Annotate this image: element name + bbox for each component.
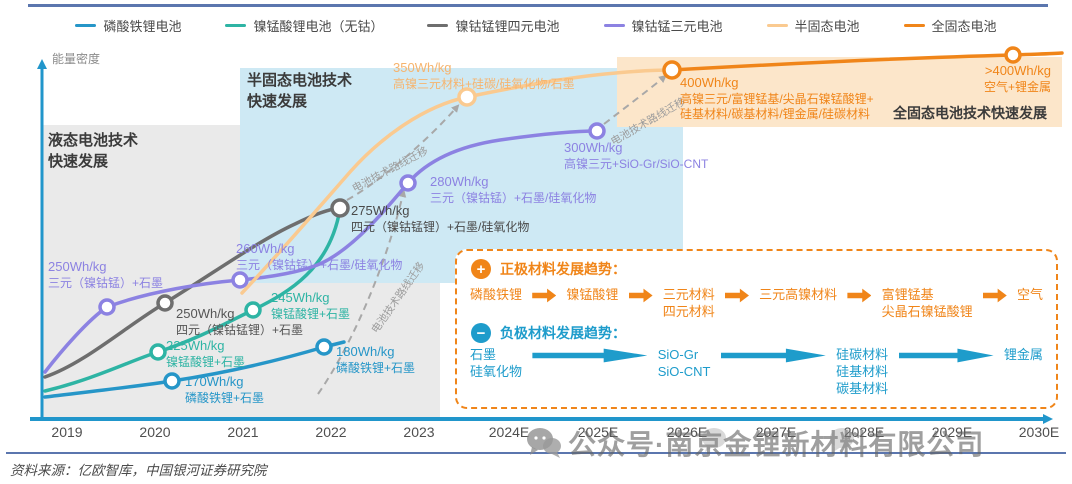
right-arrow-icon — [982, 288, 1007, 303]
point-label-lfp-170: 170Wh/kg 磷酸铁锂+石墨 — [185, 374, 265, 405]
positive-trend-flow: 磷酸铁锂 镍锰酸锂 三元材料 四元材料 三元高镍材料 富锂锰基 尖晶石镍锰酸锂 … — [470, 287, 1043, 321]
region-label-liquid: 液态电池技术 快速发展 — [48, 132, 139, 170]
right-arrow-icon — [720, 348, 826, 363]
wechat-bubble-icon — [702, 428, 726, 452]
x-tick: 2024E — [488, 424, 530, 440]
point-label-all-solid-400plus: >400Wh/kg 空气+锂金属 — [983, 63, 1051, 94]
x-tick: 2019 — [51, 424, 83, 440]
point-label-lnmo-245: 245Wh/kg 镍锰酸锂+石墨 — [271, 290, 351, 321]
wechat-icon — [527, 428, 561, 458]
x-tick: 2028E — [843, 424, 885, 440]
x-tick: 2023 — [403, 424, 435, 440]
region-label-semi-solid: 半固态电池技术 快速发展 — [247, 72, 353, 110]
watermark-text: 公众号·南京金锂新材料有限公司 — [568, 429, 985, 460]
legend-swatch — [225, 24, 247, 27]
legend-label: 镍锰酸锂电池（无钴） — [253, 19, 384, 34]
x-tick: 2030E — [1018, 424, 1060, 440]
wechat-bubble-icon — [830, 428, 854, 452]
legend-item-ternary: 镍钴锰三元电池 — [603, 16, 723, 35]
legend-swatch — [75, 24, 97, 27]
negative-trend-flow: 石墨 硅氧化物 SiO-Gr SiO-CNT 硅碳材料 硅基材料 碳基材料 锂金… — [470, 347, 1043, 398]
x-tick: 2027E — [755, 424, 797, 440]
materials-trend-box: + 正极材料发展趋势： 磷酸铁锂 镍锰酸锂 三元材料 四元材料 三元高镍材料 富… — [455, 249, 1058, 409]
minus-icon: − — [471, 323, 491, 343]
watermark: 公众号·南京金锂新材料有限公司 — [526, 423, 984, 463]
negative-trend-header: − 负极材料发展趋势： — [471, 323, 626, 343]
flow-item: 磷酸铁锂 — [470, 287, 523, 302]
plus-icon: + — [471, 259, 491, 279]
flow-item: 硅碳材料 硅基材料 碳基材料 — [836, 347, 889, 396]
x-tick: 2029E — [931, 424, 973, 440]
x-tick: 2020 — [139, 424, 171, 440]
point-label-lnmo-225: 225Wh/kg 镍锰酸锂+石墨 — [166, 338, 246, 369]
source-note: 资料来源：亿欧智库，中国银河证券研究院 — [10, 463, 267, 478]
positive-trend-title: 正极材料发展趋势： — [500, 261, 626, 277]
flow-item: 三元材料 四元材料 — [662, 287, 715, 319]
legend-item-lfp: 磷酸铁锂电池 — [75, 16, 181, 35]
right-arrow-icon — [532, 288, 557, 303]
right-arrow-icon — [847, 288, 872, 303]
flow-item: 石墨 硅氧化物 — [470, 347, 523, 379]
right-arrow-icon — [532, 348, 648, 363]
legend-label: 磷酸铁锂电池 — [103, 19, 182, 34]
flow-item: 空气 — [1016, 287, 1043, 302]
legend-item-all-solid: 全固态电池 — [903, 16, 997, 35]
right-arrow-icon — [628, 288, 653, 303]
legend-item-semi-solid: 半固态电池 — [766, 16, 860, 35]
flow-item: 富锂锰基 尖晶石镍锰酸锂 — [881, 287, 973, 319]
flow-item: 锂金属 — [1003, 347, 1043, 362]
flow-item: 三元高镍材料 — [759, 287, 838, 302]
legend-item-lnmo: 镍锰酸锂电池（无钴） — [225, 16, 383, 35]
legend-swatch — [603, 24, 625, 27]
chart-legend: 磷酸铁锂电池 镍锰酸锂电池（无钴） 镍钴锰锂四元电池 镍钴锰三元电池 半固态电池… — [0, 16, 1072, 35]
legend-swatch — [427, 24, 449, 27]
positive-trend-header: + 正极材料发展趋势： — [471, 259, 626, 279]
legend-label: 半固态电池 — [794, 19, 860, 34]
flow-item: SiO-Gr SiO-CNT — [657, 347, 711, 379]
right-arrow-icon — [898, 348, 994, 363]
y-axis-label: 能量密度 — [52, 52, 101, 66]
point-label-ternary-300: 300Wh/kg 高镍三元+SiO-Gr/SiO-CNT — [564, 140, 709, 171]
region-label-all-solid: 全固态电池技术快速发展 — [893, 105, 1047, 121]
x-tick: 2022 — [315, 424, 347, 440]
bottom-border — [6, 452, 1066, 454]
point-label-lfp-180: 180Wh/kg 磷酸铁锂+石墨 — [336, 344, 416, 375]
point-label-all-solid-400: 400Wh/kg 高镍三元/富锂锰基/尖晶石镍锰酸锂+ 硅基材料/碳基材料/锂金… — [680, 75, 874, 122]
legend-label: 镍钴锰三元电池 — [631, 19, 723, 34]
x-tick: 2025E — [577, 424, 619, 440]
legend-swatch — [766, 24, 788, 27]
right-arrow-icon — [724, 288, 749, 303]
flow-item: 镍锰酸锂 — [566, 287, 619, 302]
point-label-ternary-250: 250Wh/kg 三元（镍钴锰）+石墨 — [48, 259, 164, 290]
legend-item-quaternary: 镍钴锰锂四元电池 — [427, 16, 560, 35]
point-label-semi-solid-350: 350Wh/kg 高镍三元材料+硅碳/硅氧化物/石墨 — [393, 60, 575, 91]
x-tick: 2026E — [666, 424, 708, 440]
negative-trend-title: 负极材料发展趋势： — [500, 325, 626, 341]
legend-swatch — [903, 24, 925, 27]
point-label-ternary-260: 260Wh/kg 三元（镍钴锰）+石墨/硅氧化物 — [236, 241, 403, 272]
point-label-ternary-280: 280Wh/kg 三元（镍钴锰）+石墨/硅氧化物 — [430, 174, 597, 205]
top-border — [28, 4, 1048, 7]
legend-label: 镍钴锰锂四元电池 — [455, 19, 560, 34]
x-tick: 2021 — [227, 424, 259, 440]
point-label-quaternary-275: 275Wh/kg 四元（镍钴锰锂）+石墨/硅氧化物 — [351, 203, 530, 234]
legend-label: 全固态电池 — [931, 19, 997, 34]
